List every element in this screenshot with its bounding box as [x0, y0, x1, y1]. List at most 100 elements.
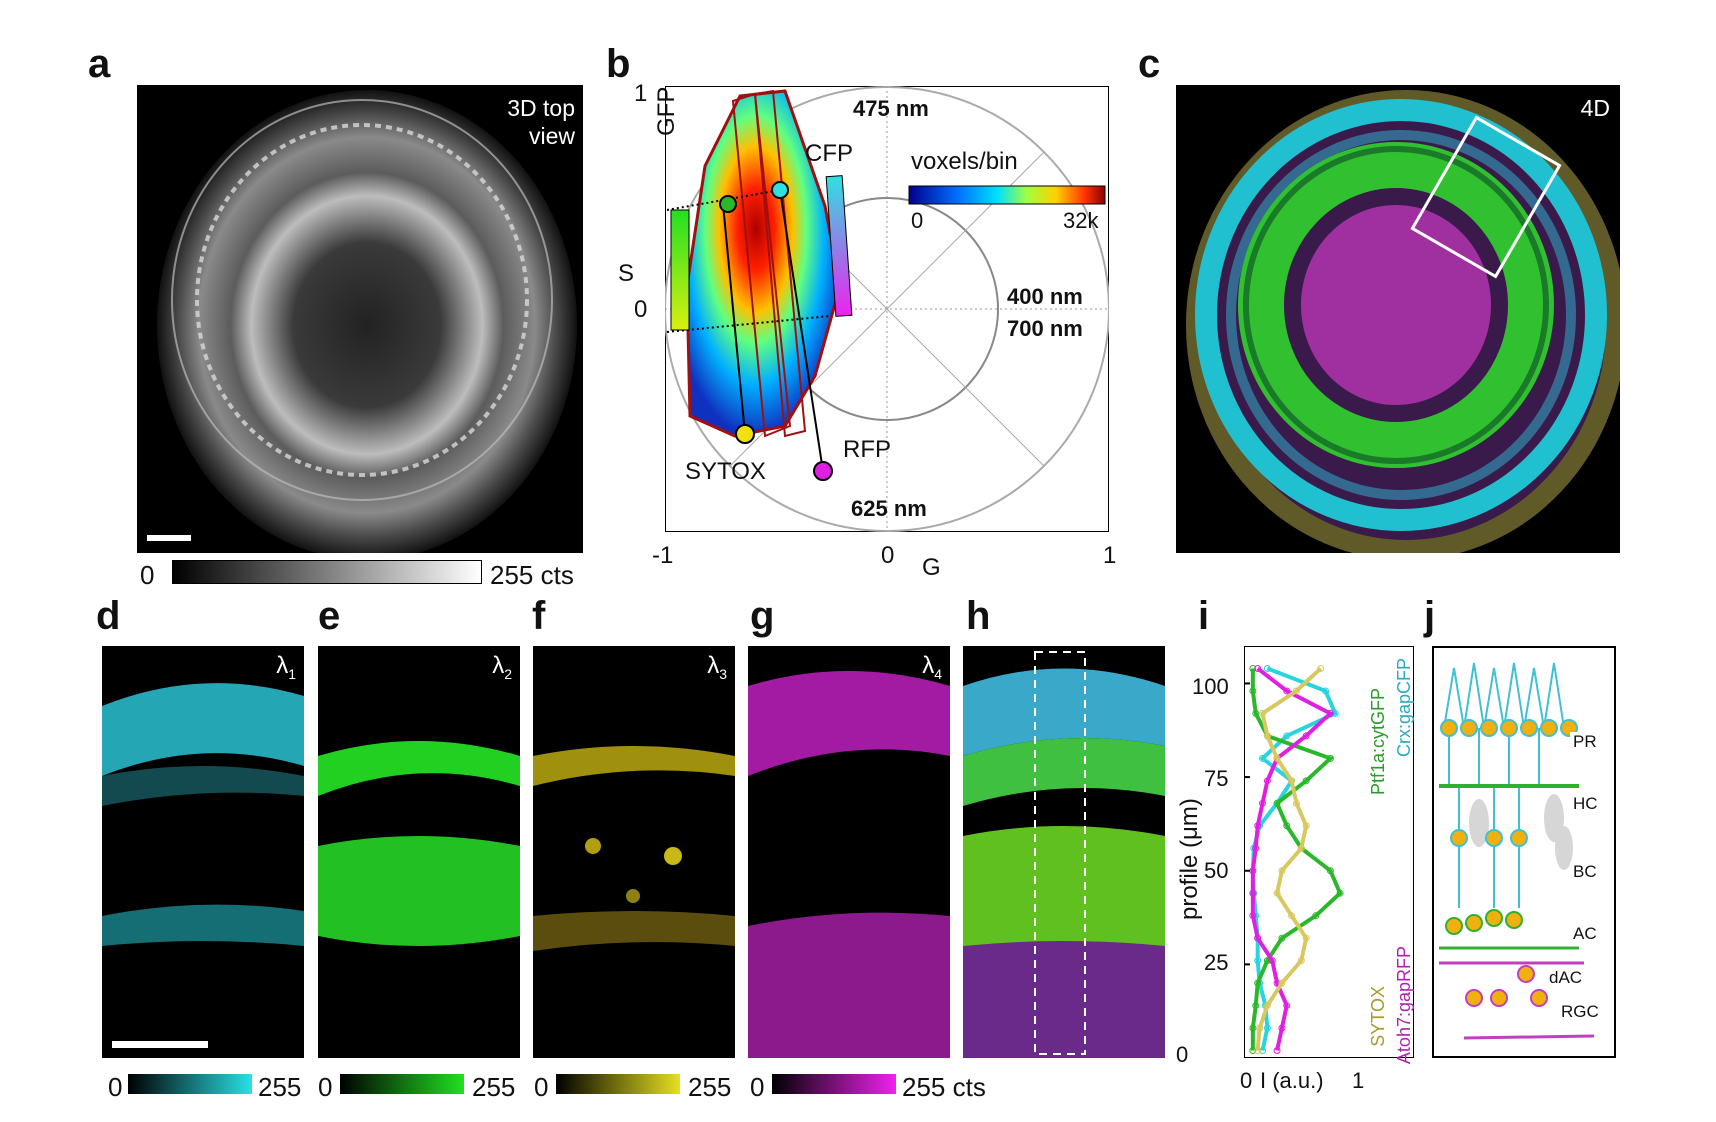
profile-point [1259, 754, 1267, 762]
channel-lambda3-image: λ3 [533, 646, 735, 1058]
channel-1-illustration [102, 683, 304, 1048]
profile-point [1297, 957, 1305, 965]
cfp-label: CFP [805, 140, 853, 167]
profile-chart: Crx:gapCFP Ptf1a:cytGFP Atoh7:gapRFP SYT… [1243, 645, 1415, 1064]
label-rgc: RGC [1558, 1002, 1602, 1023]
cbar-g-min: 0 [750, 1072, 765, 1102]
cbar-e-max: 255 [472, 1072, 516, 1102]
colorbar-yellow [556, 1074, 680, 1094]
profile-point [1288, 777, 1296, 785]
profile-point [1254, 979, 1262, 987]
cbar-f-min: 0 [534, 1072, 549, 1102]
i-y-tick-50: 50 [1204, 858, 1229, 883]
lambda-3-label: λ3 [707, 652, 727, 682]
colorbar-min: 0 [911, 208, 924, 233]
profile-point [1302, 822, 1310, 830]
profile-point [1326, 754, 1334, 762]
panel-letter-a: a [88, 42, 111, 86]
x-tick-1: 1 [1103, 542, 1117, 569]
channel-3-illustration [533, 746, 735, 951]
colorbar-title: voxels/bin [911, 148, 1018, 175]
profile-point [1278, 934, 1286, 942]
cbar-e-min: 0 [318, 1072, 333, 1102]
cbar-g-max: 255 cts [902, 1072, 986, 1102]
x-tick-0: 0 [881, 542, 895, 569]
panel-c-overlay-label: 4D [1580, 95, 1610, 121]
profile-point [1263, 1024, 1271, 1032]
profile-point [1254, 1047, 1262, 1055]
profile-point [1302, 732, 1310, 740]
profile-point [1259, 709, 1267, 717]
merged-section-image [963, 646, 1165, 1058]
merged-illustration [963, 651, 1165, 1058]
retina-gray-illustration [157, 90, 577, 553]
profile-point [1273, 1047, 1281, 1055]
profile-point [1254, 822, 1262, 830]
profile-point [1252, 844, 1260, 852]
profile-point [1249, 912, 1257, 920]
rfp-label: RFP [843, 436, 891, 463]
lambda-1-label: λ1 [276, 652, 296, 682]
retina-3d-top-view-image: 3D top view [137, 85, 583, 553]
profile-point [1254, 664, 1262, 672]
wl-475-label: 475 nm [853, 96, 929, 121]
panel-letter-e: e [318, 594, 341, 638]
wl-700-label: 700 nm [1007, 316, 1083, 341]
profile-point [1249, 664, 1257, 672]
profile-point [1326, 709, 1334, 717]
profile-point [1302, 777, 1310, 785]
panel-letter-g: g [750, 594, 775, 638]
panel-letter-f: f [532, 594, 546, 638]
profile-point [1283, 687, 1291, 695]
profile-point [1249, 1047, 1257, 1055]
y-tick-0: 0 [634, 296, 648, 323]
retina-4d-image: 4D [1176, 85, 1620, 553]
y-tick-1: 1 [634, 80, 648, 107]
lambda-2-label: λ2 [492, 652, 512, 682]
legend-sytox: SYTOX [1368, 986, 1388, 1047]
colorbar-green [340, 1074, 464, 1094]
panel-letter-h: h [966, 594, 991, 638]
profile-point [1252, 709, 1260, 717]
profile-point [1249, 687, 1257, 695]
profile-point [1273, 799, 1281, 807]
channel-lambda1-image: λ1 [102, 646, 304, 1058]
profile-point [1273, 889, 1281, 897]
phasor-plot: 475 nm 400 nm 700 nm 625 nm CFP SYTOX RF… [653, 85, 1110, 533]
profile-point [1283, 1002, 1291, 1010]
colorbar-cyan [128, 1074, 252, 1094]
profile-point [1263, 732, 1271, 740]
panel-letter-c: c [1138, 42, 1161, 86]
i-y-tick-25: 25 [1204, 950, 1229, 975]
profile-point [1312, 912, 1320, 920]
x-axis-label: G [922, 554, 941, 581]
profile-point [1278, 867, 1286, 875]
profile-line-3 [1255, 667, 1323, 1051]
lambda-4-label: λ4 [922, 652, 942, 682]
label-bc: BC [1570, 862, 1600, 883]
profile-point [1254, 934, 1262, 942]
phasor-plot-svg [664, 85, 1110, 533]
legend-atoh7: Atoh7:gapRFP [1394, 946, 1414, 1065]
sytox-label: SYTOX [685, 458, 766, 485]
wl-625-label: 625 nm [851, 496, 927, 521]
profile-point [1292, 687, 1300, 695]
label-dac: dAC [1546, 968, 1586, 989]
cbar-d-min: 0 [108, 1072, 123, 1102]
cbar-a-max: 255 cts [490, 560, 574, 590]
profile-point [1263, 664, 1271, 672]
gfp-label: GFP [653, 86, 680, 136]
cbar-f-max: 255 [688, 1072, 732, 1102]
i-y-tick-0: 0 [1176, 1042, 1189, 1067]
cbar-a-min: 0 [140, 560, 155, 590]
panel-letter-d: d [96, 594, 121, 638]
label-pr: PR [1570, 732, 1600, 753]
profile-point [1297, 844, 1305, 852]
profile-point [1283, 822, 1291, 830]
panel-letter-j: j [1424, 594, 1436, 638]
legend-crx: Crx:gapCFP [1394, 658, 1414, 758]
i-y-tick-100: 100 [1192, 674, 1229, 699]
profile-point [1302, 934, 1310, 942]
profile-chart-svg [1243, 645, 1415, 1059]
profile-point [1292, 799, 1300, 807]
